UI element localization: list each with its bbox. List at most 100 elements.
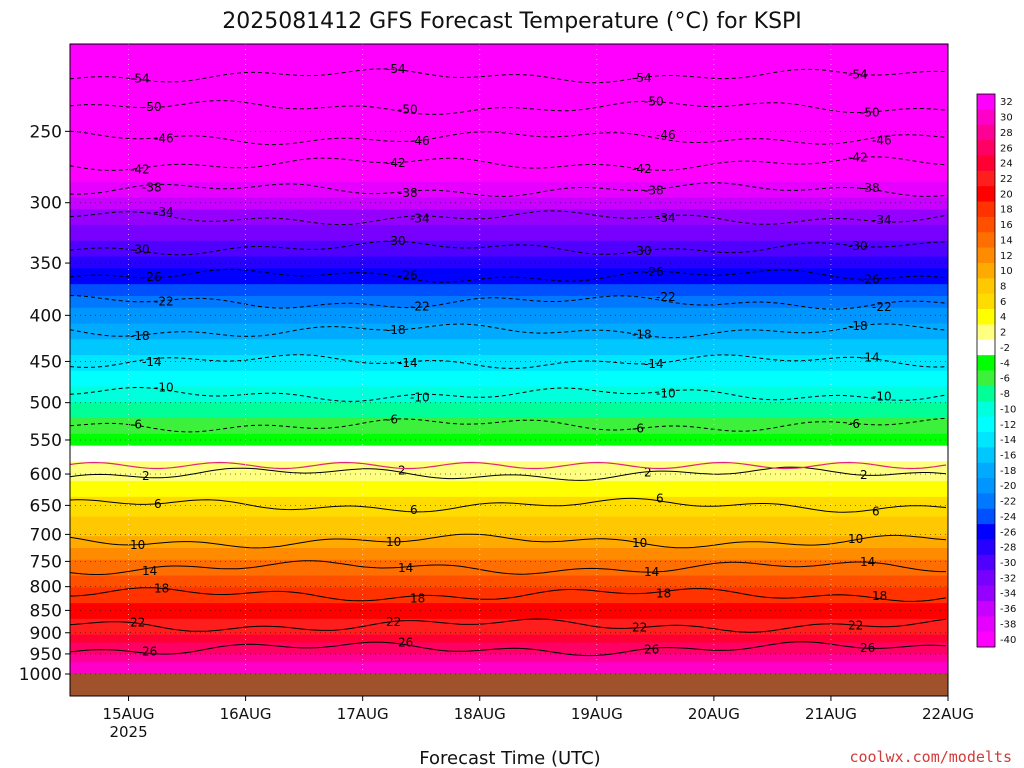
temperature-band	[70, 252, 948, 258]
isotherm-label: -6	[632, 421, 644, 435]
colorbar-label: -12	[1000, 420, 1016, 431]
colorbar-swatch	[977, 570, 995, 586]
colorbar-label: 8	[1000, 282, 1006, 293]
temperature-band	[70, 181, 948, 187]
temperature-band	[70, 79, 948, 84]
colorbar-swatch	[977, 493, 995, 510]
x-tick-label: 15AUG	[103, 705, 155, 723]
temperature-band	[70, 280, 948, 285]
isotherm-label: -50	[142, 100, 162, 114]
isotherm-label: -30	[848, 239, 868, 253]
temperature-band	[70, 445, 948, 451]
isotherm-label: -10	[154, 381, 174, 395]
isotherm-label: 18	[872, 589, 887, 603]
temperature-band	[70, 429, 948, 435]
temperature-band	[70, 508, 948, 514]
colorbar-swatch	[977, 293, 995, 310]
temperature-band	[70, 559, 948, 565]
x-tick-label: 17AUG	[337, 705, 389, 723]
colorbar-swatch	[977, 262, 995, 279]
colorbar-label: -34	[1000, 589, 1016, 600]
temperature-band	[70, 670, 948, 675]
temperature-band	[70, 158, 948, 163]
temperature-band	[70, 366, 948, 372]
temperature-band	[70, 563, 948, 569]
temperature-band	[70, 512, 948, 518]
colorbar-swatch	[977, 232, 995, 249]
temperature-band	[70, 303, 948, 309]
isotherm-label: -14	[142, 355, 162, 369]
temperature-band	[70, 59, 948, 65]
isotherm-label: 18	[154, 582, 169, 596]
temperature-band	[70, 414, 948, 419]
x-tick-label: 21AUG	[805, 705, 857, 723]
isotherm-label: 2	[860, 468, 868, 482]
temperature-band	[70, 185, 948, 191]
temperature-band	[70, 221, 948, 226]
isotherm-label: 2	[142, 469, 150, 483]
temperature-band	[70, 44, 948, 49]
temperature-band	[70, 481, 948, 486]
isotherm-label: 6	[872, 504, 880, 518]
colorbar-label: 4	[1000, 312, 1006, 323]
y-tick-label: 700	[30, 525, 62, 545]
colorbar-label: -26	[1000, 527, 1016, 538]
colorbar-label: -30	[1000, 558, 1016, 569]
colorbar-label: -10	[1000, 404, 1016, 415]
isotherm-label: -22	[410, 300, 430, 314]
colorbar-label: -28	[1000, 543, 1016, 554]
temperature-band	[70, 347, 948, 352]
isotherm-label: -50	[644, 94, 664, 108]
temperature-band	[70, 650, 948, 655]
isotherm-label: -14	[398, 356, 418, 370]
colorbar-label: 2	[1000, 328, 1006, 339]
temperature-band	[70, 457, 948, 462]
x-tick-label: 20AUG	[688, 705, 740, 723]
temperature-band	[70, 103, 948, 108]
temperature-band	[70, 51, 948, 57]
temperature-band	[70, 544, 948, 549]
colorbar-label: -18	[1000, 466, 1016, 477]
isotherm-label: 14	[398, 561, 413, 575]
temperature-band	[70, 437, 948, 443]
isotherm-label: 26	[142, 644, 157, 658]
colorbar-swatch	[977, 478, 995, 494]
colorbar-label: -16	[1000, 451, 1016, 462]
colorbar-swatch	[977, 355, 995, 371]
temperature-band	[70, 126, 948, 132]
isotherm-label: -38	[644, 183, 664, 197]
temperature-band	[70, 540, 948, 545]
temperature-band	[70, 418, 948, 423]
temperature-band	[70, 205, 948, 210]
isotherm-line	[69, 560, 946, 575]
temperature-band	[70, 276, 948, 281]
colorbar-label: 22	[1000, 174, 1013, 185]
isotherm-label: 2	[398, 463, 406, 477]
temperature-band	[70, 71, 948, 77]
temperature-band	[70, 532, 948, 537]
colorbar-swatch	[977, 155, 995, 172]
temperature-band	[70, 225, 948, 230]
isotherm-label: -10	[656, 387, 676, 401]
temperature-band	[70, 654, 948, 659]
temperature-band	[70, 579, 948, 585]
colorbar-label: 16	[1000, 220, 1013, 231]
colorbar-swatch	[977, 201, 995, 218]
isotherm-label: -14	[860, 351, 880, 365]
isotherm-label: -30	[386, 234, 406, 248]
temperature-band	[70, 516, 948, 522]
isotherm-label: 26	[860, 641, 875, 655]
colorbar-swatch	[977, 401, 995, 417]
isotherm-label: -22	[656, 290, 676, 304]
isotherm-label: 10	[632, 536, 647, 550]
temperature-band	[70, 264, 948, 270]
y-tick-label: 500	[30, 394, 62, 414]
ground-layer	[70, 674, 948, 696]
colorbar-swatch	[977, 278, 995, 295]
x-tick-label: 19AUG	[571, 705, 623, 723]
colorbar-label: -24	[1000, 512, 1016, 523]
temperature-band	[70, 567, 948, 573]
colorbar-label: 26	[1000, 143, 1013, 154]
isotherm-label: -26	[860, 272, 880, 286]
temperature-band	[70, 611, 948, 616]
